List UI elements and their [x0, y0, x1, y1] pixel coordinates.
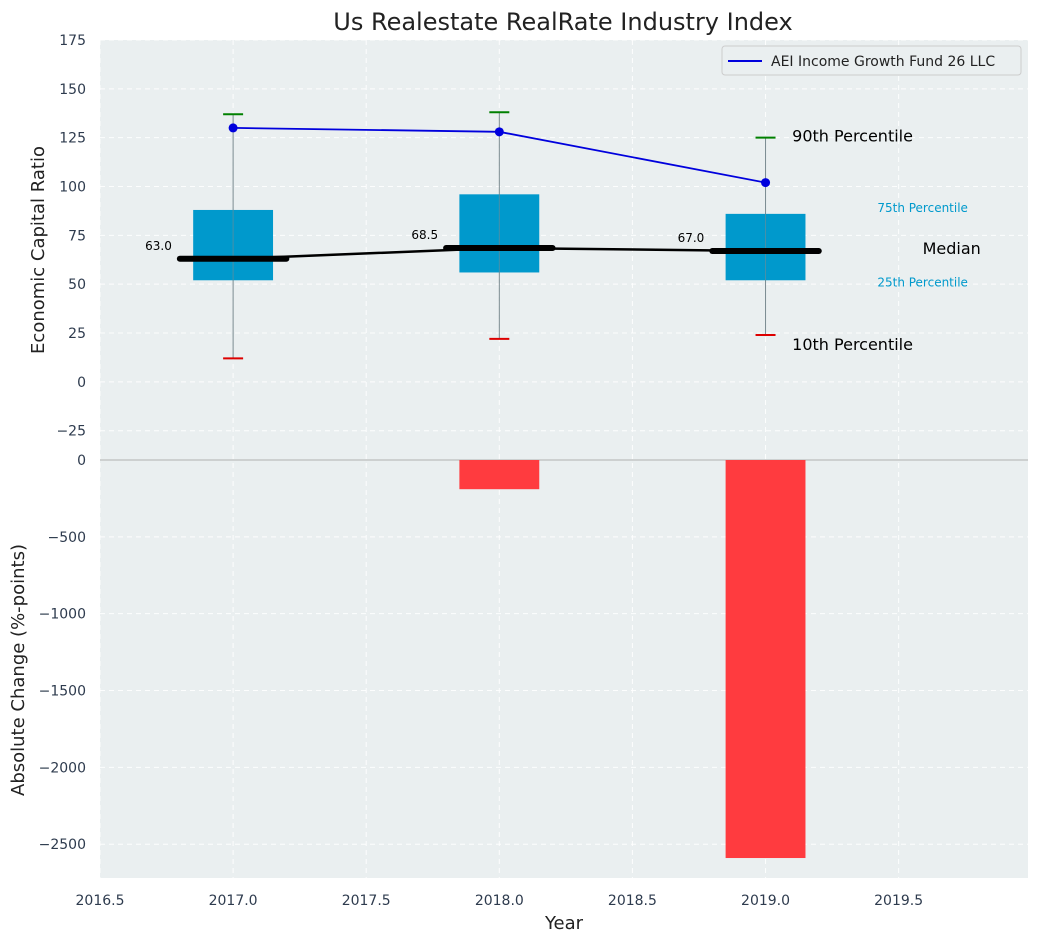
bars-layer — [459, 460, 806, 859]
bottom-y-axis-label: Absolute Change (%-points) — [8, 544, 29, 796]
bottom-y-tick-label: −2000 — [39, 760, 86, 776]
x-tick-label: 2019.5 — [874, 893, 923, 909]
p25-annotation: 25th Percentile — [877, 275, 968, 289]
annotation-layer: 63.0 68.5 67.0 90th Percentile 10th Percenti… — [145, 127, 981, 354]
bottom-plot-area — [100, 460, 1028, 878]
top-y-tick-label: 175 — [59, 33, 86, 49]
top-y-tick-label: 25 — [68, 326, 86, 342]
x-axis-label: Year — [544, 913, 584, 934]
top-y-tick-label: 150 — [59, 82, 86, 98]
boxes-layer — [176, 111, 822, 360]
x-tick-label: 2016.5 — [76, 893, 125, 909]
ticks-layer: 2016.5 2017.0 2017.5 2018.0 2018.5 2019.0 2019… — [39, 33, 924, 909]
change-bar — [459, 460, 540, 490]
bottom-y-tick-label: −1000 — [39, 607, 86, 623]
median-value-label: 68.5 — [411, 228, 438, 242]
median-value-label: 63.0 — [145, 239, 172, 253]
bottom-y-tick-label: 0 — [77, 453, 86, 469]
top-y-tick-label: 75 — [68, 228, 86, 244]
series-point — [494, 127, 504, 137]
change-bar — [725, 460, 806, 859]
series-point — [761, 178, 771, 188]
top-y-tick-label: −25 — [56, 424, 86, 440]
p75-annotation: 75th Percentile — [877, 201, 968, 215]
top-y-tick-label: 100 — [59, 180, 86, 196]
legend-box — [721, 45, 1022, 76]
x-tick-label: 2017.5 — [342, 893, 391, 909]
series-point — [228, 123, 238, 133]
median-trend-line — [233, 246, 766, 261]
median-annotation: Median — [923, 239, 981, 258]
bottom-y-tick-label: −500 — [48, 530, 86, 546]
line-layer — [228, 123, 771, 188]
p10-annotation: 10th Percentile — [792, 335, 913, 354]
top-y-tick-label: 125 — [59, 131, 86, 147]
x-tick-label: 2018.5 — [608, 893, 657, 909]
legend: AEI Income Growth Fund 26 LLC — [721, 45, 1022, 76]
x-tick-label: 2019.0 — [741, 893, 790, 909]
bottom-y-tick-label: −1500 — [39, 684, 86, 700]
bottom-y-tick-label: −2500 — [39, 837, 86, 853]
top-y-axis-label: Economic Capital Ratio — [28, 146, 49, 354]
legend-label: AEI Income Growth Fund 26 LLC — [771, 54, 995, 70]
median-value-label: 67.0 — [678, 231, 705, 245]
x-tick-label: 2018.0 — [475, 893, 524, 909]
top-y-tick-label: 50 — [68, 277, 86, 293]
chart-title: Us Realestate RealRate Industry Index — [333, 8, 792, 36]
top-y-tick-label: 0 — [77, 375, 86, 391]
p90-annotation: 90th Percentile — [792, 127, 913, 146]
x-tick-label: 2017.0 — [209, 893, 258, 909]
